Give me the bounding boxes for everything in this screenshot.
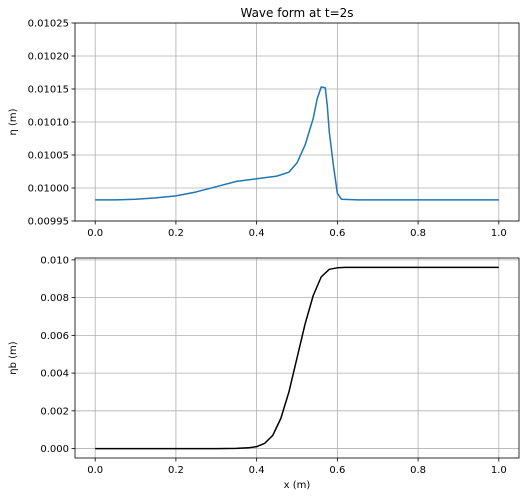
plot-frame [74, 257, 520, 459]
y-tick-label: 0.01010 [28, 118, 69, 129]
x-tick-label: 0.2 [168, 228, 184, 239]
x-tick-label: 0.0 [87, 228, 103, 239]
y-tick-label: 0.01025 [28, 19, 69, 30]
y-tick-label: 0.006 [40, 331, 69, 342]
x-tick-label: 0.2 [168, 465, 184, 476]
y-axis-label: η (m) [8, 108, 19, 135]
series-line [95, 86, 499, 201]
x-tick-label: 0.4 [249, 465, 265, 476]
x-tick-label: 0.8 [410, 228, 426, 239]
top-wave-plot: 0.0 0.2 0.4 0.6 0.8 1.0 0.00995 0.01000 0.01005 0… [8, 6, 520, 239]
y-tick-label: 0.004 [40, 369, 69, 380]
bottom-bathymetry-plot: 0.0 0.2 0.4 0.6 0.8 1.0 0.000 0.002 0.004 0.006 0.… [8, 255, 520, 491]
y-tick-label: 0.000 [40, 444, 69, 455]
x-tick-label: 1.0 [491, 465, 507, 476]
x-tick-label: 0.8 [410, 465, 426, 476]
y-tick-label: 0.00995 [28, 217, 69, 228]
y-tick-label: 0.008 [40, 293, 69, 304]
x-tick-label: 0.4 [249, 228, 265, 239]
x-tick-label: 1.0 [491, 228, 507, 239]
chart-title: Wave form at t=2s [240, 6, 353, 20]
x-tick-label: 0.0 [87, 465, 103, 476]
series-line [95, 266, 499, 450]
y-tick-label: 0.002 [40, 406, 69, 417]
y-axis-label: ηb (m) [8, 341, 19, 375]
x-tick-label: 0.6 [329, 228, 345, 239]
y-tick-label: 0.010 [40, 255, 69, 266]
y-tick-label: 0.01015 [28, 85, 69, 96]
y-tick-label: 0.01005 [28, 151, 69, 162]
x-tick-label: 0.6 [329, 465, 345, 476]
x-axis-label: x (m) [284, 480, 311, 491]
y-tick-label: 0.01000 [28, 184, 69, 195]
y-tick-label: 0.01020 [28, 52, 69, 63]
